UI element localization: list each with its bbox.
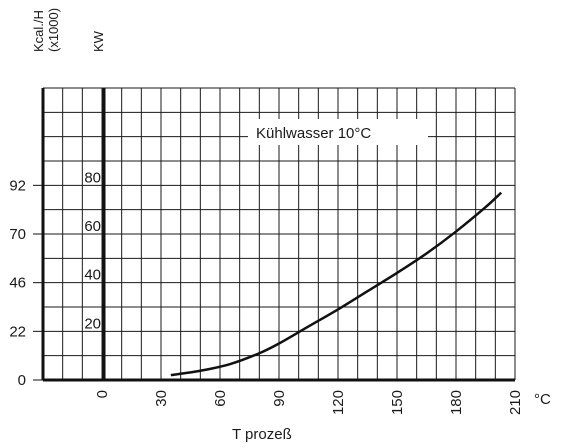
kcal-tick-label: 92 <box>9 177 26 194</box>
kcal-tick-label: 0 <box>18 372 26 389</box>
x-axis-title: T prozeß <box>232 426 292 443</box>
x-unit: °C <box>534 391 551 408</box>
kcal-tick-label: 70 <box>9 226 26 243</box>
x-tick-label: 120 <box>330 390 347 415</box>
annotation-label: Kühlwasser 10°C <box>256 125 371 142</box>
kw-tick-label: 80 <box>84 169 101 186</box>
x-tick-label: 90 <box>271 390 288 407</box>
kcal-tick-label: 22 <box>9 323 26 340</box>
kcal-tick-labels: 0 22 46 70 92 <box>9 177 43 389</box>
y-unit-right: KW <box>91 30 106 52</box>
x-tick-label: 60 <box>212 390 229 407</box>
x-tick-label: 150 <box>389 390 406 415</box>
annotation-box <box>248 119 428 145</box>
x-tick-labels: 0 30 60 90 120 150 180 210 <box>94 390 524 415</box>
x-tick-label: 180 <box>448 390 465 415</box>
kcal-tick-label: 46 <box>9 275 26 292</box>
x-tick-label: 30 <box>153 390 170 407</box>
series-line <box>170 191 503 377</box>
kw-tick-label: 60 <box>84 218 101 235</box>
x-tick-label: 0 <box>94 390 111 398</box>
kw-tick-label: 40 <box>84 267 101 284</box>
kw-tick-label: 20 <box>84 315 101 332</box>
y-unit-left-line2: (x1000) <box>46 8 61 52</box>
x-tick-label: 210 <box>507 390 524 415</box>
y-unit-left-line1: Kcal./H <box>31 10 46 52</box>
kw-tick-labels: 20 40 60 80 <box>84 169 101 332</box>
